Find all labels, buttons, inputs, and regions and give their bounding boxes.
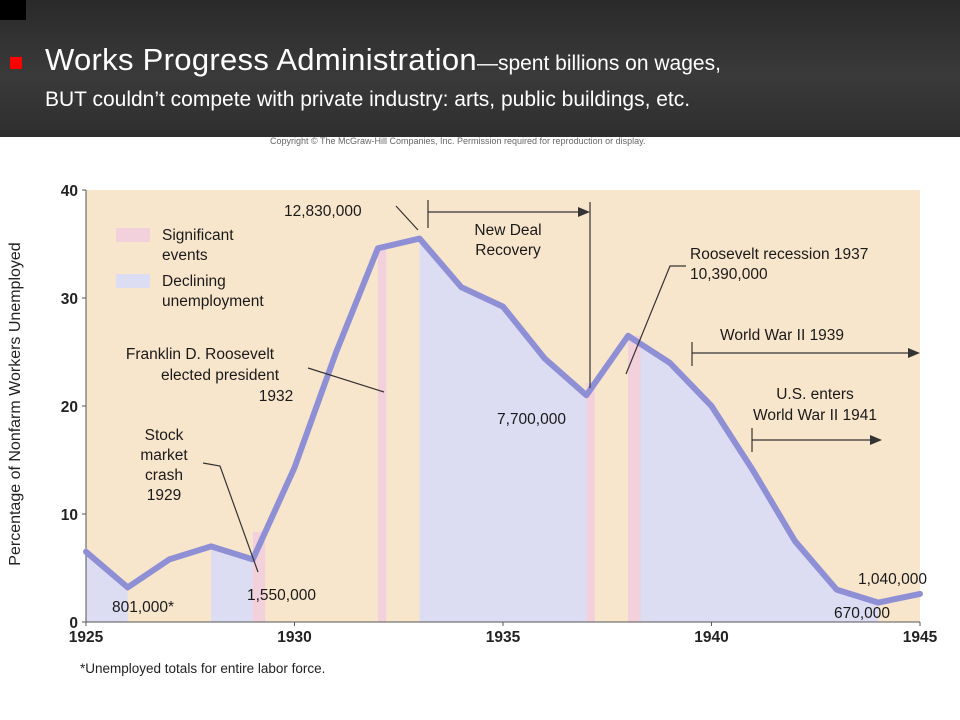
ann-newdeal-1: New Deal [474,222,541,239]
copyright-note: Copyright © The McGraw-Hill Companies, I… [270,136,646,146]
ann-ww2-1939: World War II 1939 [720,327,844,344]
ann-newdeal-2: Recovery [475,242,541,259]
ann-us-enters-1: U.S. enters [776,386,854,403]
ann-stock-2: market [140,447,188,464]
legend-label-declining-2: unemployment [162,293,264,310]
x-tick-label-1: 1930 [277,629,311,646]
ann-fdr-1: Franklin D. Roosevelt [126,346,275,363]
leader-12830000 [395,205,419,231]
event-band-3 [628,335,641,622]
event-band-1 [377,246,387,622]
ann-fdr-3: 1932 [259,388,293,405]
leader-fdr [307,367,385,393]
ann-fdr-2: elected president [161,367,280,384]
newdeal-arrow-head [578,207,590,217]
legend-swatch-declining [116,274,150,288]
ann-stock-3: crash [145,467,183,484]
legend-label-events-1: Significant [162,227,234,244]
declining-area-3 [628,335,879,622]
headline-main: Works Progress Administration [45,42,477,77]
headline-tail: —spent billions on wages, [476,52,721,75]
footnote: *Unemployed totals for entire labor forc… [80,661,326,676]
y-axis-label: Percentage of Nonfarm Workers Unemployed [7,242,24,565]
legend-label-declining-1: Declining [162,273,226,290]
label-670000: 670,000 [834,605,890,622]
x-tick-label-0: 1925 [69,629,104,646]
legend-label-events-2: events [162,247,208,264]
label-1550000: 1,550,000 [247,587,316,604]
x-tick-label-2: 1935 [486,629,521,646]
label-7700000: 7,700,000 [497,411,566,428]
leader-stock-crash [202,462,259,573]
y-tick-label-0: 0 [69,615,78,632]
declining-area-0 [86,551,128,622]
ann-recession-1: Roosevelt recession 1937 [690,246,868,263]
ann-recession-2: 10,390,000 [690,266,768,283]
y-tick-label-3: 30 [61,291,78,308]
x-tick-label-4: 1945 [903,629,938,646]
us-enters-arrow-head [870,435,882,445]
title-banner: Works Progress Administration—spent bill… [0,0,960,137]
slide-headline: Works Progress Administration—spent bill… [45,42,945,116]
bullet-square-icon [10,57,22,69]
headline-line2: BUT couldn’t compete with private indust… [45,88,691,111]
y-tick-label-4: 40 [61,183,78,200]
event-band-2 [586,383,595,622]
ann-stock-1: Stock [145,427,184,444]
y-tick-label-2: 20 [61,399,78,416]
corner-block [0,0,26,20]
declining-area-1 [211,546,253,622]
label-801000: 801,000* [112,599,174,616]
ww2-arrow-head [908,348,920,358]
legend-swatch-events [116,228,150,242]
x-tick-label-3: 1940 [694,629,728,646]
label-1040000: 1,040,000 [858,571,927,588]
leader-recession [625,265,686,375]
ann-stock-4: 1929 [147,487,181,504]
ann-us-enters-2: World War II 1941 [753,407,877,424]
declining-area-2 [419,238,587,622]
label-12830000: 12,830,000 [284,203,362,220]
y-tick-label-1: 10 [61,507,78,524]
